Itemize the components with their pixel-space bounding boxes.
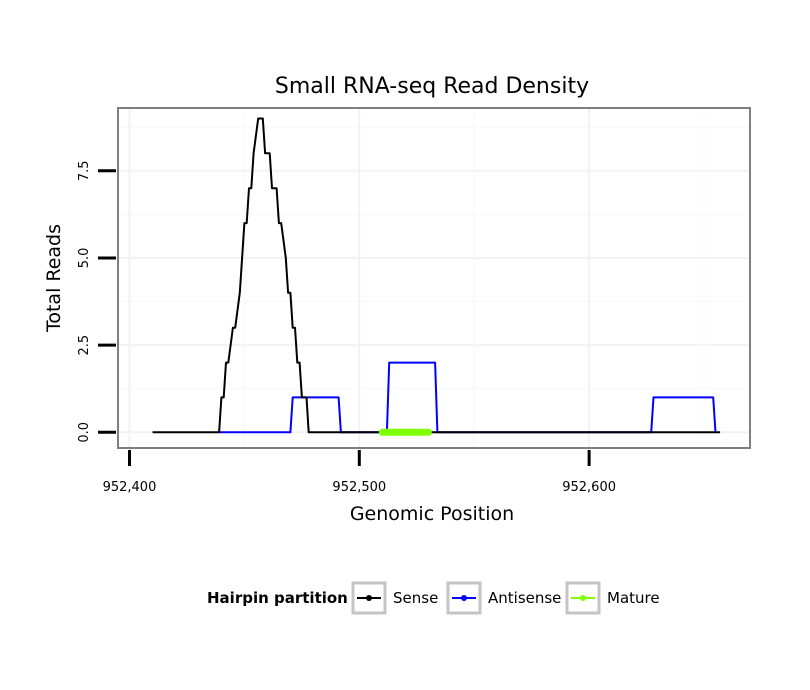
chart-title: Small RNA-seq Read Density: [275, 74, 589, 99]
legend-dot-antisense: [461, 595, 467, 601]
series-line-antisense: [219, 361, 717, 434]
legend-item-mature: Mature: [565, 581, 660, 615]
legend-label-mature: Mature: [607, 589, 660, 607]
legend-label-sense: Sense: [393, 589, 438, 607]
x-tick-label: 952,400: [103, 480, 157, 495]
legend-label-antisense: Antisense: [488, 589, 561, 607]
x-tick-label: 952,500: [332, 480, 386, 495]
legend-item-sense: Sense: [351, 581, 438, 615]
grid-lines: [118, 108, 750, 448]
x-axis: 952,400 952,500 952,600: [103, 450, 616, 495]
legend: Hairpin partition Sense Antisense Mature: [207, 581, 660, 615]
y-tick-label: 2.5: [77, 335, 92, 356]
y-tick-label: 7.5: [77, 160, 92, 181]
series-layer: [152, 117, 721, 436]
x-axis-label: Genomic Position: [350, 503, 514, 525]
series-line-sense: [152, 117, 721, 434]
x-tick-label: 952,600: [562, 480, 616, 495]
y-tick-label: 0.0: [77, 422, 92, 443]
y-tick-label: 5.0: [77, 248, 92, 269]
legend-dot-sense: [366, 595, 372, 601]
legend-item-antisense: Antisense: [446, 581, 561, 615]
y-axis-label: Total Reads: [43, 224, 65, 333]
y-axis: 0.0 2.5 5.0 7.5: [77, 160, 116, 443]
legend-title: Hairpin partition: [207, 589, 348, 607]
plot-border: [117, 107, 751, 449]
legend-dot-mature: [580, 595, 586, 601]
